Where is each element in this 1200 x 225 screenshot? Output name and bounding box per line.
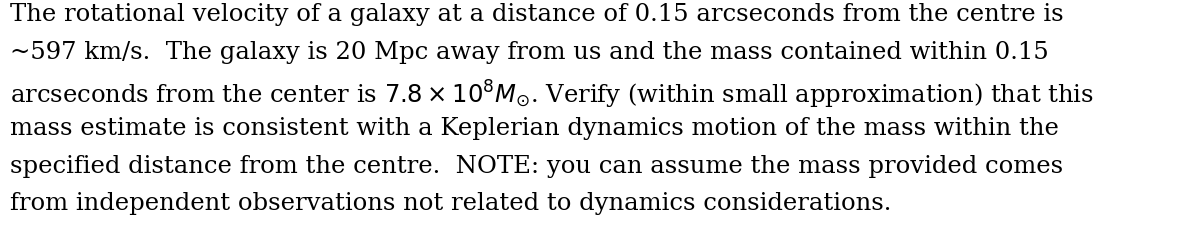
Text: arcseconds from the center is $7.8 \times 10^{8}M_{\odot}$. Verify (within small: arcseconds from the center is $7.8 \time…	[10, 79, 1093, 111]
Text: The rotational velocity of a galaxy at a distance of 0.15 arcseconds from the ce: The rotational velocity of a galaxy at a…	[10, 3, 1063, 26]
Text: from independent observations not related to dynamics considerations.: from independent observations not relate…	[10, 192, 890, 215]
Text: specified distance from the centre.  NOTE: you can assume the mass provided come: specified distance from the centre. NOTE…	[10, 155, 1063, 178]
Text: mass estimate is consistent with a Keplerian dynamics motion of the mass within : mass estimate is consistent with a Keple…	[10, 117, 1058, 140]
Text: ~597 km/s.  The galaxy is 20 Mpc away from us and the mass contained within 0.15: ~597 km/s. The galaxy is 20 Mpc away fro…	[10, 41, 1049, 64]
